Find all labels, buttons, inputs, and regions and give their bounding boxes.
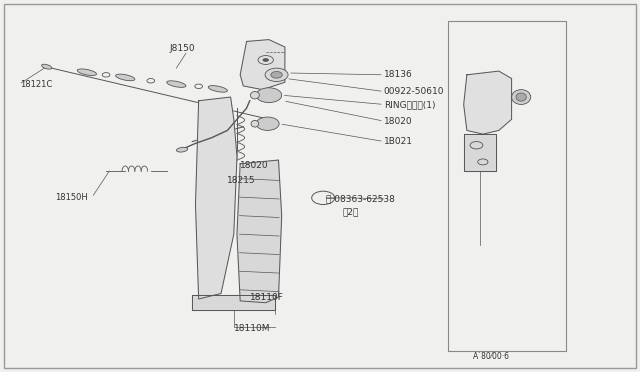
Ellipse shape <box>42 64 52 69</box>
Ellipse shape <box>208 86 227 92</box>
Circle shape <box>262 58 269 62</box>
Ellipse shape <box>177 147 188 152</box>
Polygon shape <box>464 134 495 171</box>
Text: Ⓢ 08363-62538: Ⓢ 08363-62538 <box>326 195 396 203</box>
Ellipse shape <box>511 90 531 105</box>
Text: A´80⁄00·6: A´80⁄00·6 <box>473 352 510 361</box>
Text: RINGリング(1): RINGリング(1) <box>384 100 435 109</box>
Text: 18215: 18215 <box>227 176 256 185</box>
Ellipse shape <box>516 93 526 101</box>
Polygon shape <box>237 160 282 303</box>
Ellipse shape <box>251 121 259 127</box>
Ellipse shape <box>250 92 259 99</box>
Circle shape <box>256 117 279 131</box>
Polygon shape <box>464 71 511 134</box>
Text: （2）: （2） <box>342 208 359 217</box>
Text: 18110M: 18110M <box>234 324 270 333</box>
Text: J8150: J8150 <box>170 44 196 53</box>
Text: 18110F: 18110F <box>250 293 284 302</box>
Text: 18021: 18021 <box>465 244 494 253</box>
Text: ATM: ATM <box>478 22 499 32</box>
FancyBboxPatch shape <box>448 21 566 351</box>
Circle shape <box>265 68 288 81</box>
Text: 18020: 18020 <box>384 117 413 126</box>
Ellipse shape <box>77 69 97 76</box>
Text: 1B021: 1B021 <box>384 137 413 146</box>
Text: 18136: 18136 <box>384 70 413 79</box>
Circle shape <box>271 71 282 78</box>
Text: 18150H: 18150H <box>55 193 88 202</box>
Ellipse shape <box>116 74 135 81</box>
Polygon shape <box>195 97 237 299</box>
Polygon shape <box>192 295 275 310</box>
Text: 18020: 18020 <box>240 161 269 170</box>
Polygon shape <box>240 39 285 90</box>
Text: 00922-50610: 00922-50610 <box>384 87 444 96</box>
Circle shape <box>256 88 282 103</box>
Text: 18121C: 18121C <box>20 80 52 89</box>
Ellipse shape <box>166 81 186 87</box>
